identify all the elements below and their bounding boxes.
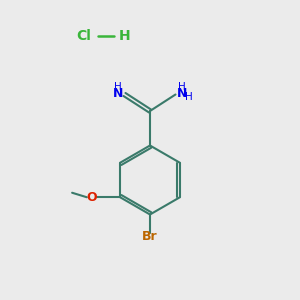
Text: H: H: [178, 82, 186, 92]
Text: H: H: [185, 92, 193, 102]
Text: N: N: [113, 87, 123, 101]
Text: N: N: [177, 87, 187, 101]
Text: H: H: [119, 29, 130, 43]
Text: H: H: [114, 82, 122, 92]
Text: Br: Br: [142, 230, 158, 244]
Text: Cl: Cl: [76, 29, 92, 43]
Text: O: O: [86, 191, 97, 204]
